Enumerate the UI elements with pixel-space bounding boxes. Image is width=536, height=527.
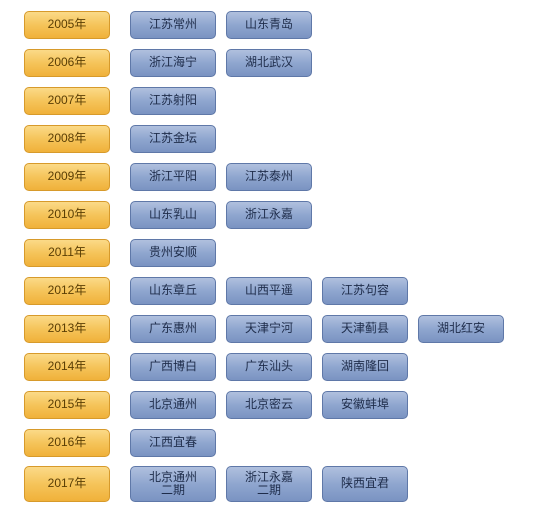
year-cell: 2011年 <box>24 239 110 267</box>
timeline-row: 2014年广西博白广东汕头湖南隆回 <box>24 352 536 382</box>
timeline-row: 2012年山东章丘山西平遥江苏句容 <box>24 276 536 306</box>
timeline-row: 2015年北京通州北京密云安徽蚌埠 <box>24 390 536 420</box>
timeline-row: 2016年江西宜春 <box>24 428 536 458</box>
location-cell: 江苏句容 <box>322 277 408 305</box>
year-cell: 2010年 <box>24 201 110 229</box>
timeline-row: 2017年北京通州二期浙江永嘉二期陕西宜君 <box>24 466 536 502</box>
location-cell: 广东汕头 <box>226 353 312 381</box>
location-cell: 贵州安顺 <box>130 239 216 267</box>
location-cell: 浙江平阳 <box>130 163 216 191</box>
location-cell: 广东惠州 <box>130 315 216 343</box>
location-cell: 江苏泰州 <box>226 163 312 191</box>
location-cell: 湖北武汉 <box>226 49 312 77</box>
year-cell: 2013年 <box>24 315 110 343</box>
year-cell: 2008年 <box>24 125 110 153</box>
year-cell: 2005年 <box>24 11 110 39</box>
location-cell: 北京通州二期 <box>130 466 216 502</box>
timeline-row: 2008年江苏金坛 <box>24 124 536 154</box>
location-cell: 天津蓟县 <box>322 315 408 343</box>
timeline-row: 2013年广东惠州天津宁河天津蓟县湖北红安 <box>24 314 536 344</box>
year-cell: 2016年 <box>24 429 110 457</box>
location-cell: 江苏射阳 <box>130 87 216 115</box>
year-cell: 2009年 <box>24 163 110 191</box>
location-cell: 山东青岛 <box>226 11 312 39</box>
timeline-row: 2007年江苏射阳 <box>24 86 536 116</box>
location-cell: 江苏常州 <box>130 11 216 39</box>
location-cell: 安徽蚌埠 <box>322 391 408 419</box>
year-cell: 2012年 <box>24 277 110 305</box>
timeline-row: 2011年贵州安顺 <box>24 238 536 268</box>
year-cell: 2014年 <box>24 353 110 381</box>
year-cell: 2007年 <box>24 87 110 115</box>
year-cell: 2015年 <box>24 391 110 419</box>
year-cell: 2006年 <box>24 49 110 77</box>
location-cell: 山东乳山 <box>130 201 216 229</box>
year-cell: 2017年 <box>24 466 110 502</box>
timeline-row: 2005年江苏常州山东青岛 <box>24 10 536 40</box>
location-cell: 山西平遥 <box>226 277 312 305</box>
timeline-row: 2009年浙江平阳江苏泰州 <box>24 162 536 192</box>
location-cell: 天津宁河 <box>226 315 312 343</box>
location-cell: 江苏金坛 <box>130 125 216 153</box>
location-cell: 广西博白 <box>130 353 216 381</box>
location-cell: 浙江海宁 <box>130 49 216 77</box>
location-cell: 浙江永嘉二期 <box>226 466 312 502</box>
location-cell: 湖南隆回 <box>322 353 408 381</box>
location-cell: 江西宜春 <box>130 429 216 457</box>
location-cell: 北京通州 <box>130 391 216 419</box>
timeline-diagram: 2005年江苏常州山东青岛 2006年浙江海宁湖北武汉 2007年江苏射阳 2008年… <box>0 0 536 527</box>
location-cell: 山东章丘 <box>130 277 216 305</box>
location-cell: 浙江永嘉 <box>226 201 312 229</box>
location-cell: 陕西宜君 <box>322 466 408 502</box>
timeline-row: 2006年浙江海宁湖北武汉 <box>24 48 536 78</box>
timeline-row: 2010年山东乳山浙江永嘉 <box>24 200 536 230</box>
location-cell: 北京密云 <box>226 391 312 419</box>
location-cell: 湖北红安 <box>418 315 504 343</box>
